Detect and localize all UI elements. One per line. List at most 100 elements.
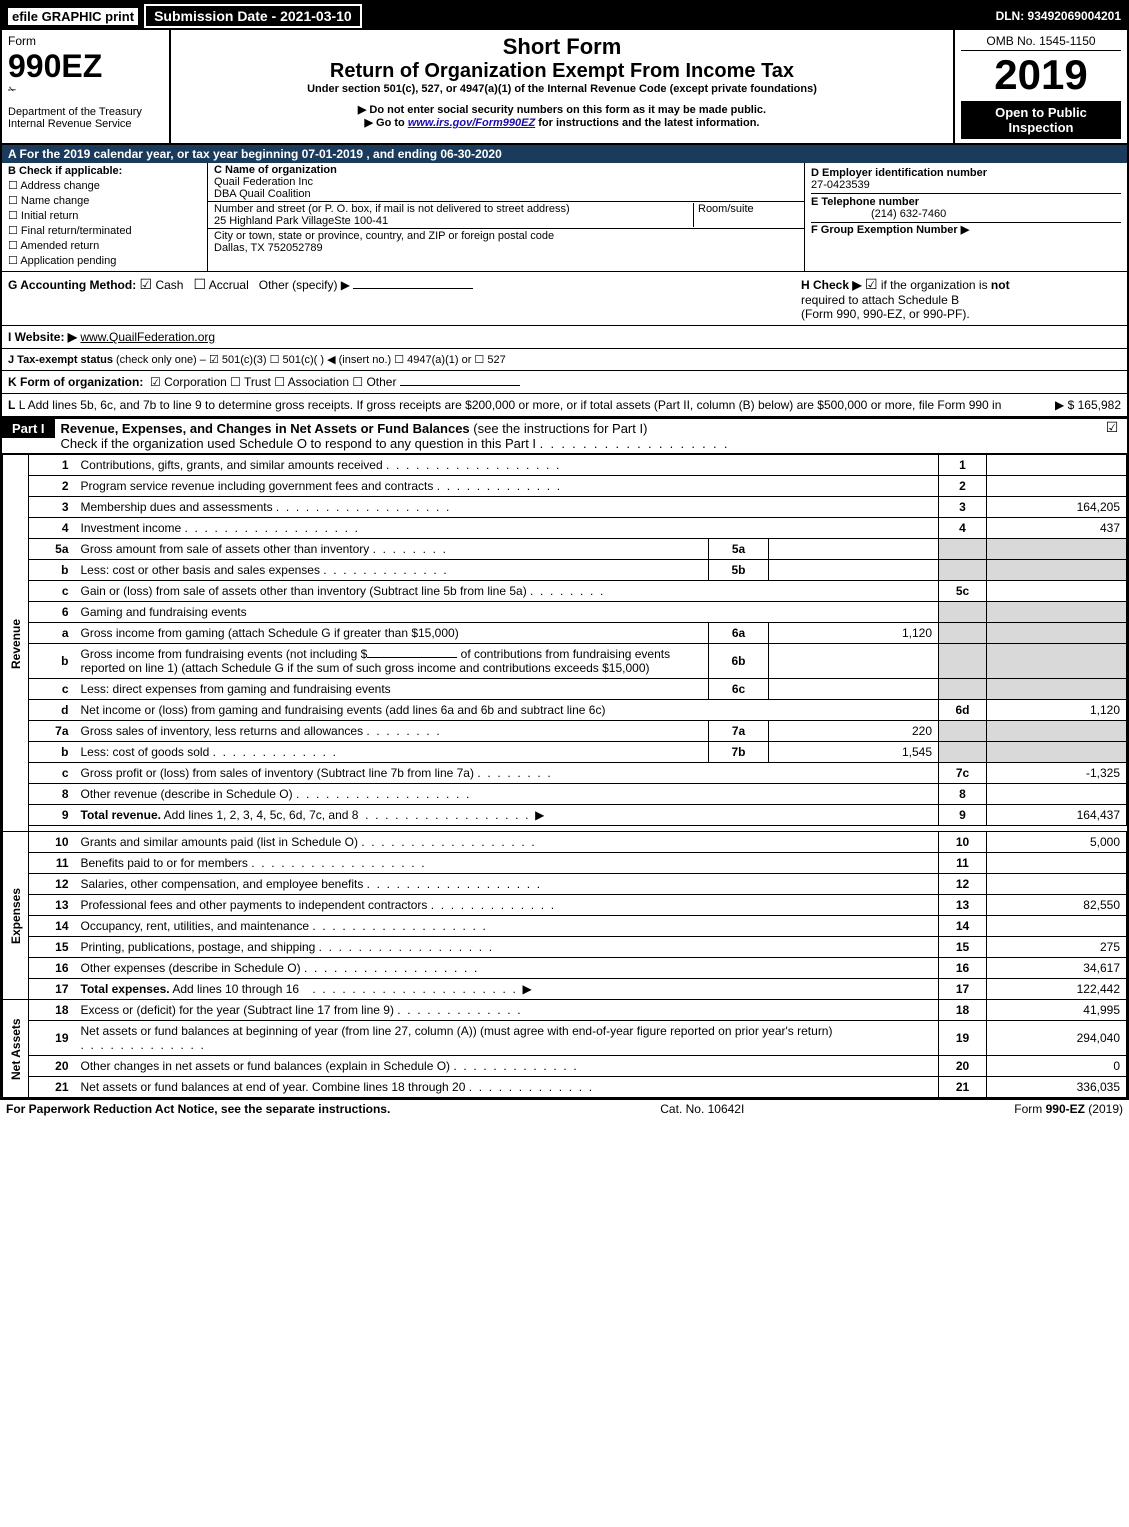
desc-15: Printing, publications, postage, and shi… bbox=[75, 937, 939, 958]
box-b: B Check if applicable: Address change Na… bbox=[2, 163, 208, 271]
dept-label: Department of the Treasury bbox=[8, 106, 163, 118]
amt-6d: 1,120 bbox=[987, 700, 1127, 721]
desc-1: Contributions, gifts, grants, and simila… bbox=[75, 455, 939, 476]
desc-5b: Less: cost or other basis and sales expe… bbox=[75, 560, 709, 581]
ref-19: 19 bbox=[939, 1021, 987, 1056]
ref-9: 9 bbox=[939, 805, 987, 826]
part1-check-line: Check if the organization used Schedule … bbox=[61, 436, 728, 451]
instructions-link[interactable]: www.irs.gov/Form990EZ bbox=[408, 117, 535, 129]
ln-5c: c bbox=[29, 581, 75, 602]
footer: For Paperwork Reduction Act Notice, see … bbox=[0, 1100, 1129, 1118]
top-banner: efile GRAPHIC print Submission Date - 20… bbox=[2, 2, 1127, 30]
ref-4: 4 bbox=[939, 518, 987, 539]
amt-12 bbox=[987, 874, 1127, 895]
chk-initial-return[interactable]: Initial return bbox=[8, 209, 201, 222]
box-c: C Name of organization Quail Federation … bbox=[208, 163, 805, 271]
ref-5c: 5c bbox=[939, 581, 987, 602]
org-address: 25 Highland Park VillageSte 100-41 bbox=[214, 215, 388, 227]
box-def: D Employer identification number 27-0423… bbox=[805, 163, 1127, 271]
g-other[interactable]: Other (specify) ▶ bbox=[259, 278, 350, 292]
mid-7a: 7a bbox=[709, 721, 769, 742]
midval-6c bbox=[769, 679, 939, 700]
part1-table: Revenue 1 Contributions, gifts, grants, … bbox=[2, 454, 1127, 1098]
chk-address-change[interactable]: Address change bbox=[8, 179, 201, 192]
amt-9: 164,437 bbox=[987, 805, 1127, 826]
chk-amended-return[interactable]: Amended return bbox=[8, 239, 201, 252]
ein-value: 27-0423539 bbox=[811, 179, 870, 191]
row-line-3: 3 Membership dues and assessments 3 164,… bbox=[3, 497, 1127, 518]
midval-6a: 1,120 bbox=[769, 623, 939, 644]
amt-2 bbox=[987, 476, 1127, 497]
ln-8: 8 bbox=[29, 784, 75, 805]
f-label: F Group Exemption Number ▶ bbox=[811, 224, 969, 236]
amt-8 bbox=[987, 784, 1127, 805]
row-line-13: 13 Professional fees and other payments … bbox=[3, 895, 1127, 916]
desc-9: Total revenue. Add lines 1, 2, 3, 4, 5c,… bbox=[75, 805, 939, 826]
amt-21: 336,035 bbox=[987, 1077, 1127, 1098]
row-line-7b: b Less: cost of goods sold 7b 1,545 bbox=[3, 742, 1127, 763]
ref-10: 10 bbox=[939, 832, 987, 853]
desc-21: Net assets or fund balances at end of ye… bbox=[75, 1077, 939, 1098]
l-text: L Add lines 5b, 6c, and 7b to line 9 to … bbox=[19, 398, 1001, 412]
part1-check-mark[interactable]: ☑ bbox=[1097, 419, 1127, 436]
vert-expenses-label: Expenses bbox=[3, 832, 29, 1000]
row-line-6b: b Gross income from fundraising events (… bbox=[3, 644, 1127, 679]
ln-5a: 5a bbox=[29, 539, 75, 560]
open-to-public-box: Open to Public Inspection bbox=[961, 101, 1121, 139]
row-line-14: 14 Occupancy, rent, utilities, and maint… bbox=[3, 916, 1127, 937]
desc-18: Excess or (deficit) for the year (Subtra… bbox=[75, 1000, 939, 1021]
chk-name-change[interactable]: Name change bbox=[8, 194, 201, 207]
j-options[interactable]: ☑ 501(c)(3) ☐ 501(c)( ) ◀ (insert no.) ☐… bbox=[209, 354, 506, 366]
ref-21: 21 bbox=[939, 1077, 987, 1098]
ln-21: 21 bbox=[29, 1077, 75, 1098]
mid-5a: 5a bbox=[709, 539, 769, 560]
row-line-20: 20 Other changes in net assets or fund b… bbox=[3, 1056, 1127, 1077]
row-line-7a: 7a Gross sales of inventory, less return… bbox=[3, 721, 1127, 742]
desc-20: Other changes in net assets or fund bala… bbox=[75, 1056, 939, 1077]
org-name: Quail Federation Inc bbox=[214, 176, 313, 188]
title-sub: Under section 501(c), 527, or 4947(a)(1)… bbox=[175, 83, 949, 95]
row-line-12: 12 Salaries, other compensation, and emp… bbox=[3, 874, 1127, 895]
chk-application-pending[interactable]: Application pending bbox=[8, 254, 201, 267]
tax-year: 2019 bbox=[961, 51, 1121, 99]
phone-value: (214) 632-7460 bbox=[811, 208, 946, 220]
desc-6: Gaming and fundraising events bbox=[75, 602, 939, 623]
row-line-10: Expenses 10 Grants and similar amounts p… bbox=[3, 832, 1127, 853]
h-not: not bbox=[991, 278, 1010, 292]
ref-18: 18 bbox=[939, 1000, 987, 1021]
header-row: Form 990EZ ✁ Department of the Treasury … bbox=[2, 30, 1127, 145]
amt-3: 164,205 bbox=[987, 497, 1127, 518]
ln-19: 19 bbox=[29, 1021, 75, 1056]
g-accrual[interactable]: Accrual bbox=[209, 278, 249, 292]
website-link[interactable]: www.QuailFederation.org bbox=[80, 330, 215, 344]
org-dba: DBA Quail Coalition bbox=[214, 188, 311, 200]
efile-tag[interactable]: efile GRAPHIC print bbox=[8, 8, 138, 25]
k-options[interactable]: ☑ Corporation ☐ Trust ☐ Association ☐ Ot… bbox=[150, 375, 396, 389]
ref-8: 8 bbox=[939, 784, 987, 805]
k-row: K Form of organization: ☑ Corporation ☐ … bbox=[2, 371, 1127, 394]
dln-label: DLN: 93492069004201 bbox=[996, 9, 1121, 23]
row-line-6d: d Net income or (loss) from gaming and f… bbox=[3, 700, 1127, 721]
irs-label: Internal Revenue Service bbox=[8, 118, 163, 130]
mid-5b: 5b bbox=[709, 560, 769, 581]
row-line-18: Net Assets 18 Excess or (deficit) for th… bbox=[3, 1000, 1127, 1021]
mid-6b: 6b bbox=[709, 644, 769, 679]
row-line-16: 16 Other expenses (describe in Schedule … bbox=[3, 958, 1127, 979]
row-line-5a: 5a Gross amount from sale of assets othe… bbox=[3, 539, 1127, 560]
row-line-6a: a Gross income from gaming (attach Sched… bbox=[3, 623, 1127, 644]
amt-1 bbox=[987, 455, 1127, 476]
row-line-1: Revenue 1 Contributions, gifts, grants, … bbox=[3, 455, 1127, 476]
amt-20: 0 bbox=[987, 1056, 1127, 1077]
ln-7b: b bbox=[29, 742, 75, 763]
midval-7a: 220 bbox=[769, 721, 939, 742]
i-row: I Website: ▶ www.QuailFederation.org bbox=[2, 326, 1127, 349]
org-city: Dallas, TX 752052789 bbox=[214, 242, 323, 254]
ln-15: 15 bbox=[29, 937, 75, 958]
g-cash[interactable]: Cash bbox=[155, 278, 183, 292]
amt-11 bbox=[987, 853, 1127, 874]
desc-13: Professional fees and other payments to … bbox=[75, 895, 939, 916]
k-label: K Form of organization: bbox=[8, 375, 143, 389]
i-label: I Website: ▶ bbox=[8, 330, 77, 344]
submission-date-box: Submission Date - 2021-03-10 bbox=[144, 4, 362, 28]
chk-final-return[interactable]: Final return/terminated bbox=[8, 224, 201, 237]
